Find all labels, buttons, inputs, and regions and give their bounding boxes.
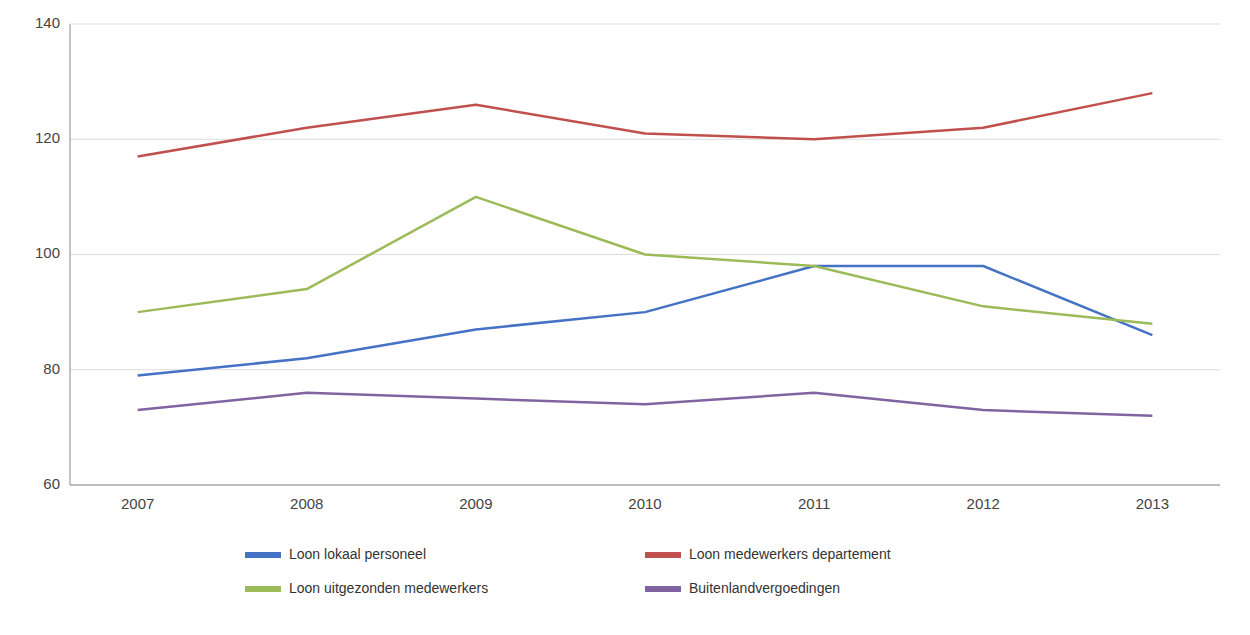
y-tick-label: 60 bbox=[43, 475, 60, 492]
x-tick-label: 2007 bbox=[121, 495, 154, 512]
x-axis-line bbox=[70, 485, 1220, 486]
chart-container: 60 80 100 120 140 2007 2008 2009 2010 2011 2012 201… bbox=[0, 0, 1250, 635]
x-tick-label: 2009 bbox=[459, 495, 492, 512]
legend-swatch bbox=[245, 552, 281, 558]
legend-swatch bbox=[645, 552, 681, 558]
grid-line bbox=[70, 485, 1220, 486]
y-axis-line bbox=[70, 24, 71, 485]
legend-label: Loon medewerkers departement bbox=[689, 546, 891, 562]
series-line bbox=[138, 393, 1153, 416]
legend-label: Loon uitgezonden medewerkers bbox=[289, 580, 488, 596]
x-tick-label: 2011 bbox=[798, 495, 830, 512]
series-line bbox=[138, 266, 1153, 375]
grid-line bbox=[70, 369, 1220, 370]
series-line bbox=[138, 93, 1153, 156]
chart: 60 80 100 120 140 2007 2008 2009 2010 2011 2012 201… bbox=[0, 0, 1250, 635]
x-tick-label: 2010 bbox=[628, 495, 661, 512]
y-tick-label: 140 bbox=[35, 14, 60, 31]
legend-swatch bbox=[645, 586, 681, 592]
series-line bbox=[138, 197, 1153, 324]
grid bbox=[70, 24, 1220, 485]
legend-swatch bbox=[245, 586, 281, 592]
legend: Loon lokaal personeel Loon medewerkers de… bbox=[245, 546, 891, 596]
series-lines bbox=[138, 93, 1153, 416]
y-tick-label: 100 bbox=[35, 244, 60, 261]
legend-label: Buitenlandvergoedingen bbox=[689, 580, 840, 596]
grid-line bbox=[70, 24, 1220, 25]
x-tick-label: 2013 bbox=[1136, 495, 1169, 512]
x-tick-label: 2012 bbox=[967, 495, 1000, 512]
y-tick-label: 80 bbox=[43, 360, 60, 377]
y-tick-label: 120 bbox=[35, 129, 60, 146]
x-tick-label: 2008 bbox=[290, 495, 323, 512]
legend-label: Loon lokaal personeel bbox=[289, 546, 426, 562]
